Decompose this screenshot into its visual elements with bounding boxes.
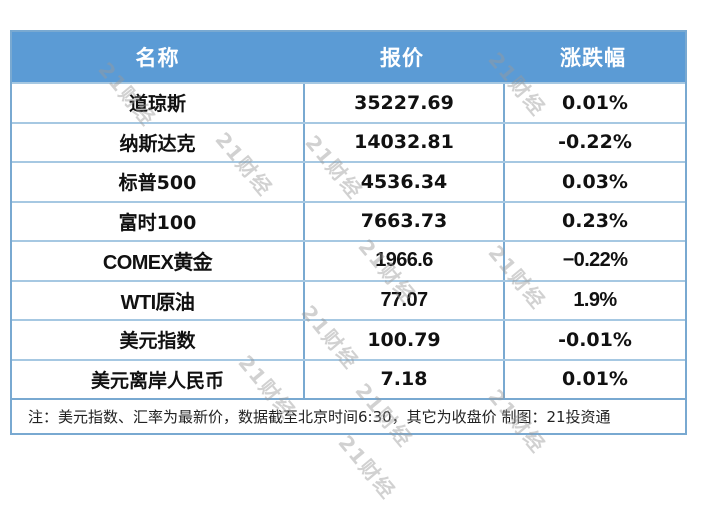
price-value: 7663.73 xyxy=(303,202,503,240)
header-price: 报价 xyxy=(380,46,424,70)
table-row: 道琼斯 35227.69 0.01% xyxy=(12,82,685,122)
change-percent: 0.03% xyxy=(503,163,685,201)
change-percent: 1.9% xyxy=(503,281,685,319)
change-percent: -0.01% xyxy=(503,321,685,359)
header-change: 涨跌幅 xyxy=(560,46,626,70)
instrument-name: 美元离岸人民币 xyxy=(90,369,224,392)
table-row: 标普500 4536.34 0.03% xyxy=(12,161,685,201)
instrument-name: 富时100 xyxy=(118,211,197,234)
instrument-name: 标普500 xyxy=(118,172,197,195)
table-header-row: 名称 报价 涨跌幅 xyxy=(12,32,685,82)
table-row: 美元离岸人民币 7.18 0.01% xyxy=(12,358,685,398)
price-value: 100.79 xyxy=(303,321,503,359)
table-row: 富时100 7663.73 0.23% xyxy=(12,200,685,240)
instrument-name: 道琼斯 xyxy=(128,93,186,116)
instrument-name: 纳斯达克 xyxy=(119,132,196,155)
price-value: 35227.69 xyxy=(303,84,503,122)
price-value: 14032.81 xyxy=(303,123,503,161)
table-body: 道琼斯 35227.69 0.01% 纳斯达克 14032.81 -0.22% … xyxy=(12,82,685,398)
table-row: WTI原油 77.07 1.9% xyxy=(12,279,685,319)
change-percent: 0.01% xyxy=(503,84,685,122)
change-percent: 0.23% xyxy=(503,202,685,240)
price-value: 4536.34 xyxy=(303,163,503,201)
instrument-name: WTI原油 xyxy=(120,291,195,314)
instrument-name: 美元指数 xyxy=(119,330,196,353)
table-row: 美元指数 100.79 -0.01% xyxy=(12,319,685,359)
market-quotes-table: 名称 报价 涨跌幅 道琼斯 35227.69 0.01% 纳斯达克 14032.… xyxy=(10,30,687,435)
header-name: 名称 xyxy=(135,46,180,70)
watermark-text: 21财经 xyxy=(333,430,401,505)
table-row: COMEX黄金 1966.6 −0.22% xyxy=(12,240,685,280)
table-footnote: 注：美元指数、汇率为最新价，数据截至北京时间6:30，其它为收盘价 制图：21投… xyxy=(12,398,685,433)
instrument-name: COMEX黄金 xyxy=(102,252,213,275)
price-value: 7.18 xyxy=(303,360,503,398)
change-percent: 0.01% xyxy=(503,360,685,398)
price-value: 1966.6 xyxy=(303,242,503,280)
change-percent: -0.22% xyxy=(503,123,685,161)
table-row: 纳斯达克 14032.81 -0.22% xyxy=(12,121,685,161)
price-value: 77.07 xyxy=(303,281,503,319)
change-percent: −0.22% xyxy=(503,242,685,280)
